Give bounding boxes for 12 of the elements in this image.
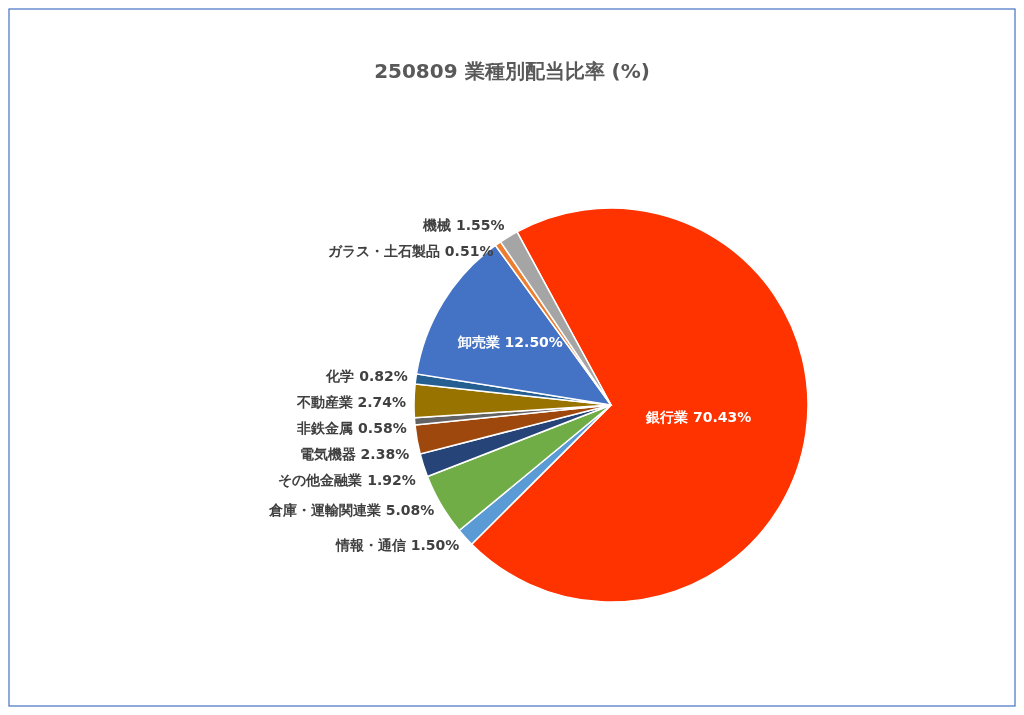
chart-title: 250809 業種別配当比率 (%) <box>374 59 650 83</box>
slice-label: 銀行業 70.43% <box>645 408 752 425</box>
slice-label: 非鉄金属 0.58% <box>296 420 407 437</box>
slice-label: 卸売業 12.50% <box>456 334 563 351</box>
slice-label: 倉庫・運輸関連業 5.08% <box>267 501 435 518</box>
slice-label: 化学 0.82% <box>325 368 408 385</box>
slice-label: 情報・通信 1.50% <box>334 536 460 553</box>
slice-label: 機械 1.55% <box>422 217 505 234</box>
slice-label: 電気機器 2.38% <box>299 446 410 463</box>
slice-label: 不動産業 2.74% <box>295 394 407 411</box>
slice-label: ガラス・土石製品 0.51% <box>327 243 494 260</box>
slice-label: その他金融業 1.92% <box>278 472 416 489</box>
